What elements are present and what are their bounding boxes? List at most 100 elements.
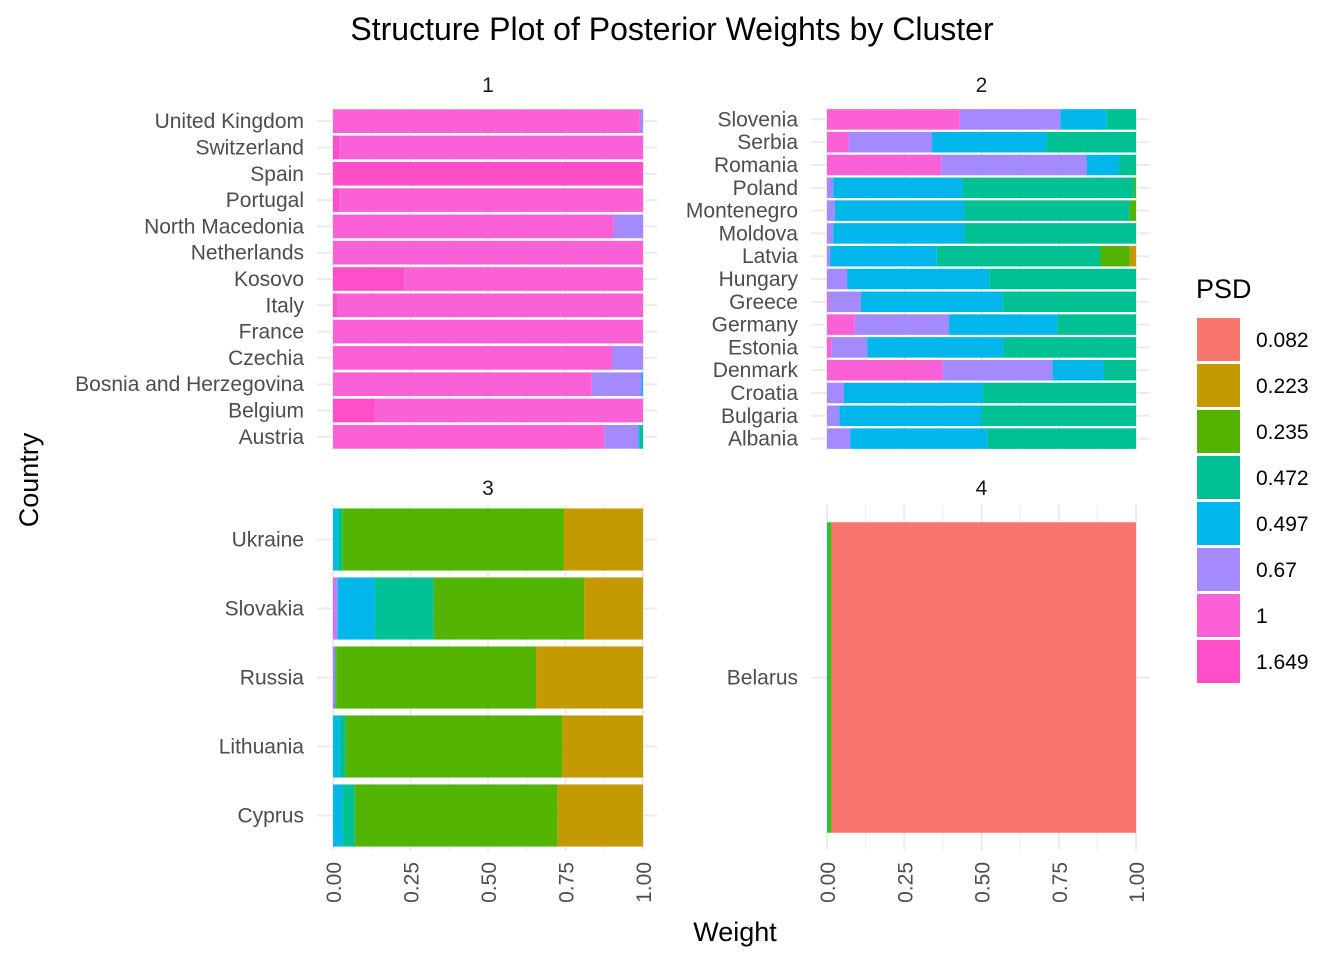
- bar-segment: [949, 314, 1058, 335]
- bar-segment: [333, 577, 335, 640]
- legend-label: 0.472: [1256, 467, 1309, 490]
- bar-segment: [1046, 131, 1136, 153]
- country-label: Bosnia and Herzegovina: [75, 373, 304, 396]
- bar-segment: [848, 131, 933, 153]
- bar-segment: [1129, 245, 1136, 267]
- country-label: Spain: [250, 163, 304, 186]
- bar-segment: [641, 372, 643, 397]
- facet-strip-label: 3: [482, 477, 494, 500]
- bar-segment: [831, 522, 1136, 833]
- bar-segment: [827, 245, 831, 267]
- country-label: Bulgaria: [721, 405, 798, 428]
- bar-segment: [1119, 154, 1136, 176]
- bar-segment: [563, 508, 643, 571]
- bar-segment: [1106, 109, 1136, 130]
- bar-segment: [342, 784, 355, 847]
- country-label: Russia: [240, 667, 305, 690]
- facet-strip-label: 2: [976, 74, 988, 97]
- bar-segment: [989, 268, 1136, 290]
- country-label: Portugal: [226, 189, 304, 212]
- bar-segment: [613, 214, 643, 239]
- bar-segment: [339, 188, 643, 212]
- bar-segment: [827, 382, 844, 404]
- country-label: Belarus: [727, 667, 798, 690]
- country-label: Serbia: [737, 131, 798, 154]
- bar-segment: [1086, 154, 1120, 176]
- bar-segment: [1129, 200, 1136, 221]
- bar-segment: [983, 382, 1136, 404]
- country-label: Estonia: [728, 336, 798, 359]
- bar-segment: [334, 646, 336, 709]
- country-label: Denmark: [713, 359, 799, 382]
- bar-segment: [987, 428, 1136, 449]
- bar-segment: [827, 109, 960, 130]
- legend-swatch: [1197, 318, 1240, 361]
- bar-segment: [1060, 109, 1107, 130]
- bar-segment: [834, 200, 965, 221]
- bar-segment: [638, 425, 640, 449]
- bar-segment: [639, 425, 643, 449]
- bar-segment: [612, 346, 643, 370]
- bar-segment: [333, 267, 405, 291]
- country-label: Switzerland: [195, 136, 304, 159]
- bar-segment: [827, 359, 943, 381]
- legend-label: 0.235: [1256, 421, 1309, 444]
- bar-segment: [827, 177, 834, 199]
- x-tick-label: 0.00: [323, 862, 346, 903]
- bar-segment: [1134, 177, 1136, 199]
- bar-segment: [828, 522, 832, 833]
- bar-segment: [339, 135, 643, 160]
- bar-segment: [333, 346, 612, 370]
- y-axis-title: Country: [14, 432, 44, 527]
- bar-segment: [1052, 359, 1104, 381]
- bar-segment: [354, 784, 558, 847]
- country-label: Kosovo: [234, 268, 304, 291]
- x-tick-label: 1.00: [633, 862, 656, 903]
- bar-segment: [854, 314, 950, 335]
- country-label: Ukraine: [232, 529, 304, 552]
- bar-segment: [334, 577, 338, 640]
- bar-segment: [839, 405, 982, 427]
- country-label: Latvia: [742, 245, 798, 268]
- country-label: Croatia: [730, 382, 798, 405]
- facet-strip-label: 4: [976, 477, 988, 500]
- bar-segment: [860, 291, 1004, 313]
- facet-panel-3: 3 Ukraine Slovakia Russia Lithuania Cyprus: [219, 477, 657, 850]
- bar-segment: [333, 240, 643, 265]
- country-label: Germany: [712, 314, 799, 337]
- country-label: Czechia: [228, 347, 304, 370]
- x-tick-label: 0.75: [1049, 862, 1072, 903]
- country-label: Lithuania: [219, 736, 305, 759]
- legend-label: 0.497: [1256, 513, 1309, 536]
- bar-segment: [828, 291, 861, 313]
- x-axes: 0.00 0.25 0.50 0.75 1.00 0.00 0.25 0.50 0.75 1.00: [323, 862, 1149, 903]
- bar-segment: [1057, 314, 1136, 335]
- bar-segment: [536, 646, 643, 709]
- bar-segment: [333, 214, 614, 239]
- bar-segment: [827, 200, 835, 221]
- bar-segment: [335, 646, 337, 709]
- bar-segment: [827, 314, 855, 335]
- x-tick-label: 1.00: [1126, 862, 1149, 903]
- facet-strip-label: 1: [482, 74, 494, 97]
- country-label: Cyprus: [237, 805, 304, 828]
- legend-swatch: [1197, 548, 1240, 591]
- country-label: Hungary: [719, 268, 799, 291]
- bar-segment: [942, 359, 1053, 381]
- legend-swatch: [1197, 456, 1240, 499]
- x-tick-label: 0.00: [817, 862, 840, 903]
- bar-segment: [1003, 291, 1136, 313]
- legend-swatch: [1197, 640, 1240, 683]
- country-label: United Kingdom: [155, 110, 304, 133]
- bar-segment: [333, 425, 605, 449]
- bar-segment: [827, 154, 942, 176]
- country-label: Romania: [714, 154, 798, 177]
- bar-segment: [1103, 359, 1136, 381]
- legend-swatch: [1197, 364, 1240, 407]
- bar-segment: [336, 646, 537, 709]
- bar-segment: [433, 577, 585, 640]
- bar-segment: [333, 161, 643, 186]
- bar-segment: [342, 508, 564, 571]
- bar-segment: [964, 200, 1130, 221]
